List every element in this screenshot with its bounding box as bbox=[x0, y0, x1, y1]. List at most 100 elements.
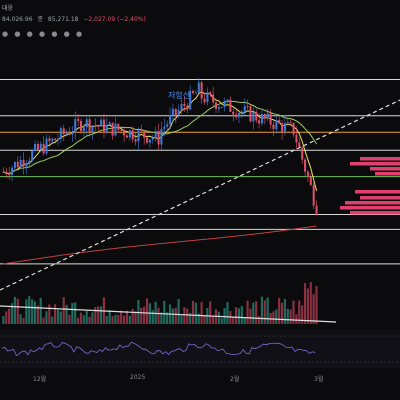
candle-body bbox=[283, 123, 286, 133]
volume-bar bbox=[22, 317, 25, 324]
volume-bar bbox=[79, 312, 83, 324]
candle-body bbox=[266, 113, 269, 119]
candle-body bbox=[243, 106, 246, 112]
candle-body bbox=[278, 120, 281, 124]
symbol-fragment: 대웅 bbox=[2, 5, 14, 12]
volume-bar bbox=[25, 299, 28, 324]
volume-bar bbox=[303, 283, 307, 324]
volume-bar bbox=[240, 305, 243, 324]
candle-body bbox=[212, 94, 215, 103]
candle-body bbox=[148, 139, 151, 143]
candle-body bbox=[13, 161, 16, 168]
volume-bar bbox=[62, 297, 65, 324]
ohlc-label-close: 종 bbox=[37, 16, 43, 23]
candle-body bbox=[186, 105, 189, 110]
volume-bar bbox=[140, 307, 143, 324]
candle-body bbox=[194, 92, 197, 94]
candle-body bbox=[105, 124, 108, 133]
volume-bar bbox=[19, 314, 22, 324]
volume-bar bbox=[243, 317, 246, 324]
candle-body bbox=[192, 90, 195, 94]
volume-bar bbox=[200, 301, 203, 324]
candle-body bbox=[281, 123, 284, 133]
volume-bar bbox=[180, 315, 183, 324]
volume-bar bbox=[315, 286, 318, 324]
candle-body bbox=[146, 137, 149, 143]
candle-body bbox=[304, 159, 307, 172]
candle-body bbox=[220, 106, 223, 108]
volume-bar bbox=[10, 303, 14, 324]
volume-bar bbox=[145, 298, 149, 324]
candle-body bbox=[31, 150, 34, 161]
volume-bar bbox=[186, 308, 189, 324]
candle-body bbox=[197, 82, 200, 93]
volume-profile-bar bbox=[345, 201, 400, 205]
oscillator-line bbox=[1, 341, 316, 357]
volume-bar bbox=[122, 315, 126, 324]
candle-body bbox=[108, 122, 111, 125]
volume-bar bbox=[105, 316, 108, 324]
candle-body bbox=[235, 114, 238, 118]
candle-body bbox=[134, 139, 137, 142]
volume-bar bbox=[36, 305, 39, 324]
candle-body bbox=[114, 123, 117, 136]
volume-profile-bar bbox=[360, 157, 400, 161]
candle-body bbox=[45, 138, 48, 154]
candle-body bbox=[286, 122, 289, 124]
candle-body bbox=[88, 119, 91, 132]
candle-body bbox=[125, 135, 128, 138]
candle-body bbox=[131, 130, 134, 140]
candle-body bbox=[128, 130, 131, 138]
volume-bar bbox=[143, 306, 146, 324]
volume-bar bbox=[312, 293, 315, 324]
volume-bar bbox=[48, 304, 51, 324]
candle-body bbox=[51, 138, 54, 142]
volume-bar bbox=[117, 314, 120, 324]
volume-bar bbox=[232, 317, 235, 324]
candle-body bbox=[77, 119, 80, 121]
candle-body bbox=[143, 131, 146, 138]
volume-bar bbox=[309, 282, 312, 324]
candle-body bbox=[209, 92, 212, 95]
candle-body bbox=[123, 130, 126, 136]
candle-body bbox=[237, 112, 241, 118]
volume-bar bbox=[16, 298, 19, 324]
volume-bar bbox=[226, 302, 229, 324]
candle-body bbox=[42, 143, 45, 154]
candle-body bbox=[206, 92, 209, 103]
candle-body bbox=[36, 143, 39, 150]
volume-bar bbox=[54, 304, 57, 324]
volume-bar bbox=[255, 301, 258, 324]
volume-bar bbox=[280, 302, 284, 324]
candle-body bbox=[100, 119, 103, 127]
volume-bar bbox=[74, 302, 77, 324]
volume-bar bbox=[39, 297, 42, 324]
x-tick-mar: 3월 bbox=[314, 376, 324, 383]
volume-bar bbox=[220, 317, 223, 324]
candle-body bbox=[151, 137, 154, 140]
candle-body bbox=[28, 160, 31, 164]
candle-body bbox=[292, 122, 295, 135]
candle-body bbox=[295, 134, 298, 143]
ma-slow-line bbox=[3, 225, 317, 265]
candle-body bbox=[232, 111, 235, 115]
indicator-toggle-dots[interactable]: ● ● ● ● ● ● ● bbox=[2, 30, 85, 38]
volume-bar bbox=[249, 308, 252, 324]
volume-profile-bar bbox=[360, 196, 400, 200]
candle-body bbox=[312, 185, 315, 206]
volume-bar bbox=[76, 317, 80, 324]
volume-bar bbox=[295, 314, 298, 324]
volume-bar bbox=[246, 300, 249, 324]
candle-body bbox=[102, 119, 105, 133]
candle-body bbox=[137, 130, 140, 142]
candle-body bbox=[2, 171, 5, 173]
volume-bar bbox=[111, 316, 114, 324]
chart-header: 대웅 84,026.96 종 85,271.18 −2,027.09 (−2.4… bbox=[0, 0, 400, 30]
volume-profile-bar bbox=[355, 190, 400, 194]
volume-bar bbox=[283, 298, 286, 324]
candle-body bbox=[68, 133, 71, 135]
candle-body bbox=[71, 132, 74, 135]
volume-bar bbox=[234, 307, 238, 324]
candle-body bbox=[39, 143, 42, 150]
